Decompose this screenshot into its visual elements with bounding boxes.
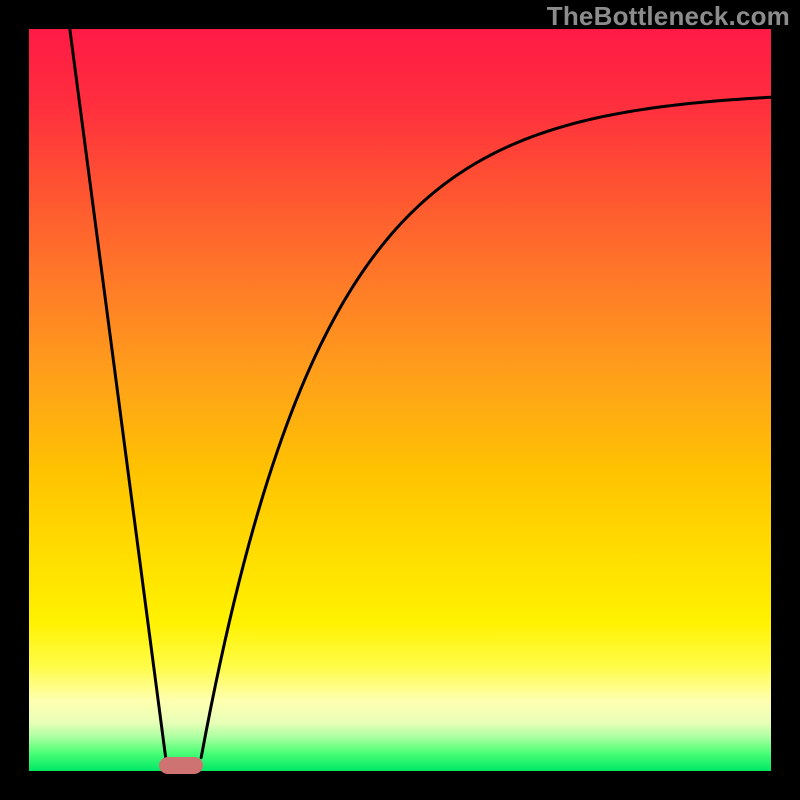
watermark-text: TheBottleneck.com [547,1,790,32]
plot-area [29,29,771,771]
chart-frame: TheBottleneck.com [0,0,800,800]
curve-right-branch [201,97,771,757]
optimum-marker [159,757,203,774]
curve-left-branch [70,29,166,762]
bottleneck-curve [29,29,771,771]
